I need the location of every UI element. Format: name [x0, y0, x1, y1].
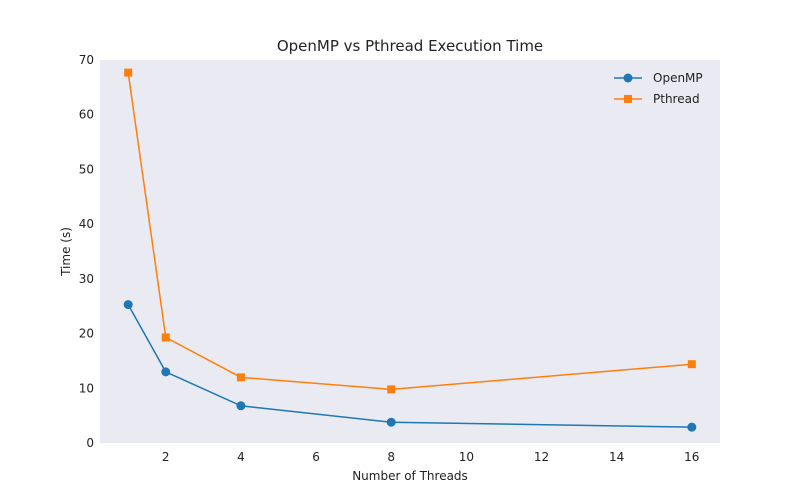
data-point — [161, 367, 171, 377]
legend: OpenMP Pthread — [614, 71, 703, 106]
y-tick-label: 50 — [79, 162, 94, 176]
legend-marker — [623, 73, 633, 83]
legend-label: OpenMP — [653, 71, 703, 85]
y-tick-label: 60 — [79, 108, 94, 122]
x-tick-label: 16 — [684, 450, 699, 464]
plot-area — [100, 60, 720, 443]
data-point — [123, 300, 133, 310]
x-ticks: 2 4 6 8 10 12 14 16 — [162, 450, 700, 464]
data-point — [687, 360, 696, 369]
series-pthread — [124, 68, 696, 394]
x-axis-label: Number of Threads — [352, 469, 468, 483]
data-point — [387, 385, 396, 394]
y-ticks: 0 10 20 30 40 50 60 70 — [79, 53, 94, 450]
data-point — [236, 373, 245, 382]
data-point — [236, 401, 246, 411]
x-tick-label: 6 — [312, 450, 320, 464]
data-point — [386, 417, 396, 427]
x-tick-label: 2 — [162, 450, 170, 464]
y-axis-label: Time (s) — [59, 227, 73, 277]
x-tick-label: 8 — [387, 450, 395, 464]
legend-item-pthread: Pthread — [614, 92, 700, 106]
y-tick-label: 40 — [79, 217, 94, 231]
y-tick-label: 20 — [79, 327, 94, 341]
y-tick-label: 70 — [79, 53, 94, 67]
legend-label: Pthread — [653, 92, 700, 106]
x-tick-label: 10 — [459, 450, 474, 464]
series-openmp — [123, 300, 697, 432]
data-point — [124, 68, 133, 77]
x-tick-label: 4 — [237, 450, 245, 464]
y-tick-label: 30 — [79, 272, 94, 286]
y-tick-label: 10 — [79, 381, 94, 395]
data-point — [161, 333, 170, 342]
data-point — [687, 422, 697, 432]
series-layer — [123, 68, 697, 432]
legend-item-openmp: OpenMP — [614, 71, 703, 85]
y-tick-label: 0 — [86, 436, 94, 450]
legend-marker — [624, 95, 632, 103]
x-tick-label: 12 — [534, 450, 549, 464]
chart-title: OpenMP vs Pthread Execution Time — [277, 37, 543, 55]
x-tick-label: 14 — [609, 450, 624, 464]
